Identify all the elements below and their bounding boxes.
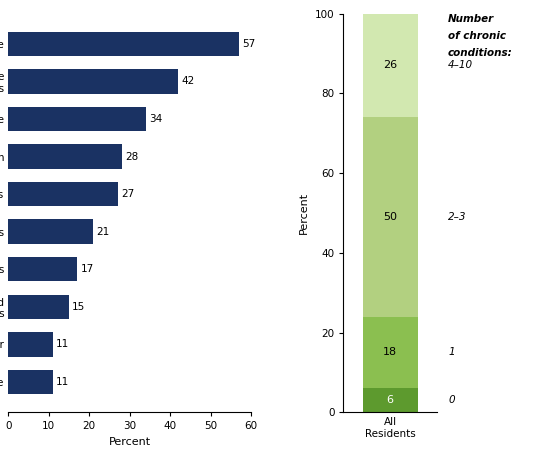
Bar [8,257,77,281]
Text: 15: 15 [72,302,86,312]
Text: 17: 17 [81,264,94,274]
Bar [8,220,94,244]
Bar [8,332,53,357]
Bar [8,69,178,94]
Bar [362,117,418,317]
Bar [8,107,146,131]
Text: 28: 28 [125,152,138,162]
Text: 4–10: 4–10 [448,60,473,70]
Bar [8,294,69,319]
Bar [8,182,118,206]
Text: 27: 27 [121,189,134,199]
Text: 21: 21 [96,226,110,236]
Text: 6: 6 [386,395,394,405]
Bar [8,145,122,169]
Text: Number: Number [448,14,494,24]
Text: 0: 0 [448,395,455,405]
Text: 50: 50 [383,212,397,222]
Y-axis label: Percent: Percent [299,192,309,234]
Bar [362,317,418,388]
Text: of chronic: of chronic [448,31,506,41]
Bar [362,14,418,117]
Text: 11: 11 [56,339,69,349]
Text: 18: 18 [383,347,397,357]
Text: 26: 26 [383,60,397,70]
Text: 11: 11 [56,377,69,387]
Text: 57: 57 [242,39,255,49]
Text: conditions:: conditions: [448,48,513,58]
Bar [8,370,53,394]
Text: 42: 42 [181,77,195,87]
Bar [362,388,418,412]
Bar [8,32,239,56]
Text: 2–3: 2–3 [448,212,466,222]
Text: 34: 34 [149,114,162,124]
Text: 1: 1 [448,347,455,357]
X-axis label: Percent: Percent [109,437,151,447]
